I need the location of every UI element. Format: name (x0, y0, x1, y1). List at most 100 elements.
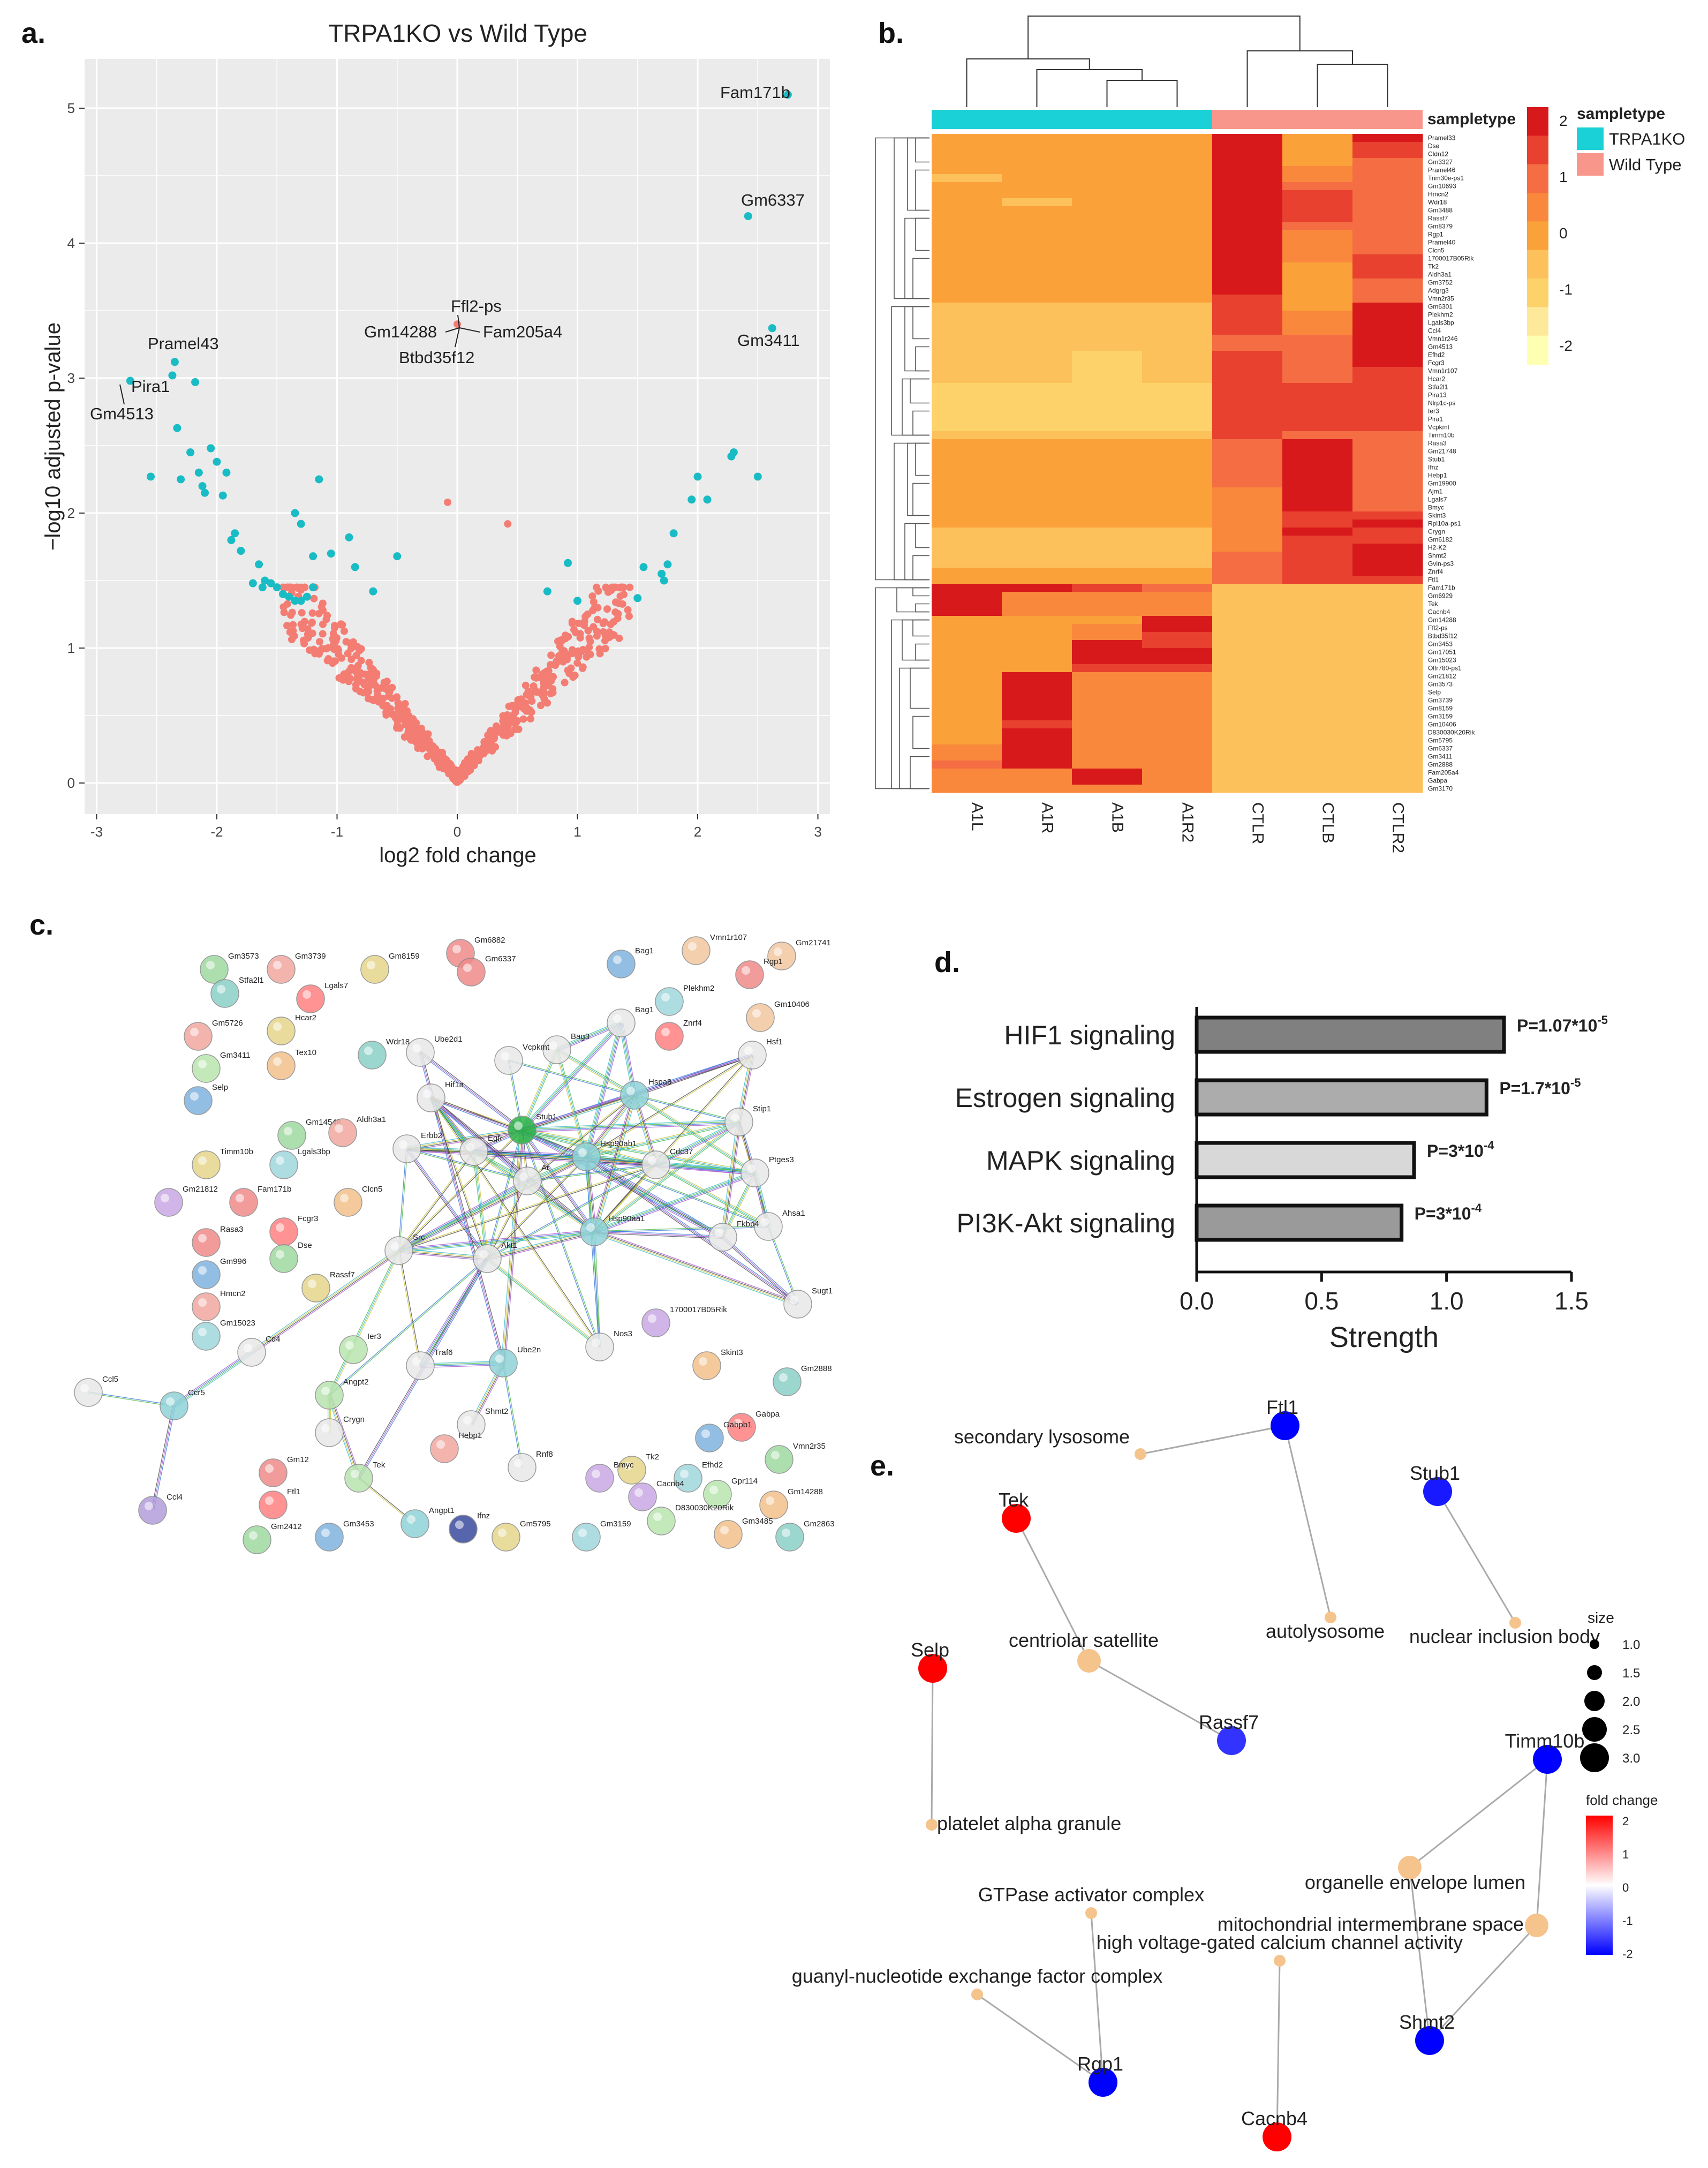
heatmap-cell (1212, 777, 1283, 785)
volcano-point (593, 615, 601, 623)
fc-legend-label: 2 (1622, 1815, 1629, 1828)
heatmap-row-label: Gm3170 (1428, 785, 1453, 793)
heatmap-cell (1072, 712, 1143, 721)
heatmap-cell (1352, 648, 1423, 657)
network-edge (556, 1050, 634, 1097)
network-edge (593, 1120, 738, 1231)
heatmap-cell (1072, 303, 1143, 311)
heatmap-cell (1352, 544, 1423, 552)
heatmap-cell (1212, 311, 1283, 319)
heatmap-row-label: Gm3739 (1428, 697, 1453, 704)
volcano-point (354, 661, 362, 669)
volcano-point-significant (227, 536, 236, 544)
heatmap-cell (1002, 696, 1072, 705)
heatmap-row-label: Lgals3bp (1428, 319, 1454, 327)
heatmap-cell (1212, 528, 1283, 536)
network-node-label: Gm6882 (474, 936, 505, 945)
network-node-highlight (648, 1314, 656, 1323)
heatmap-row-label: Gm15023 (1428, 657, 1456, 664)
network-node (682, 936, 711, 965)
network-node-highlight (549, 1041, 557, 1050)
heatmap-cell (1282, 455, 1353, 464)
network-node-highlight (391, 1242, 399, 1251)
heatmap-cell (1002, 712, 1072, 721)
bar-chart-xlabel: Strength (1329, 1321, 1439, 1353)
heatmap-row-label: Ier3 (1428, 408, 1439, 415)
network-node-highlight (273, 961, 282, 969)
fc-legend-label: 1 (1622, 1848, 1629, 1861)
network-node (585, 1464, 614, 1493)
heatmap-cell (1282, 704, 1353, 713)
enrichment-bar (1195, 1203, 1404, 1242)
volcano-point (573, 659, 581, 667)
heatmap-cell (1072, 198, 1143, 207)
network-node-highlight (514, 1121, 523, 1130)
volcano-point-significant (218, 491, 227, 500)
heatmap-cell (1142, 206, 1213, 215)
network-node (783, 1290, 812, 1319)
heatmap-cell (1212, 423, 1283, 432)
heatmap: Pramel33DseCldn12Gm3327Pramel46Trim30e-p… (875, 16, 1685, 853)
heatmap-cell (1282, 134, 1353, 142)
heatmap-cells (932, 134, 1423, 793)
volcano-point (526, 706, 534, 714)
volcano-ticks: -3 -2 -1 0 1 2 3 0 1 2 3 4 5 (67, 100, 822, 840)
heatmap-cell (1002, 560, 1072, 568)
size-legend-label: 1.0 (1622, 1638, 1640, 1652)
network-edge (399, 1181, 528, 1252)
heatmap-cell (1282, 407, 1353, 416)
heatmap-cell (932, 511, 1002, 520)
heatmap-cell (1212, 479, 1283, 488)
network-edge (593, 1054, 752, 1232)
pvalue-mantissa: P=1.7*10 (1499, 1079, 1570, 1098)
heatmap-cell (1072, 463, 1143, 472)
network-node-highlight (779, 1373, 788, 1382)
network-node-label: Egfr (488, 1134, 503, 1143)
volcano-point (382, 708, 390, 716)
network-node-highlight (249, 1531, 258, 1540)
scale-band (1527, 221, 1548, 251)
heatmap-cell (1072, 761, 1143, 769)
network-node-highlight (519, 1172, 528, 1181)
heatmap-cell (1002, 656, 1072, 665)
pvalue-mantissa: P=3*10 (1427, 1141, 1484, 1161)
network-node-label: Stip1 (753, 1104, 771, 1113)
network-node-label: Ccl4 (167, 1493, 183, 1502)
scale-band (1527, 136, 1548, 165)
network-edge (486, 1259, 599, 1349)
heatmap-cell (1352, 736, 1423, 745)
heatmap-cell (1002, 728, 1072, 737)
network-edge (330, 1394, 361, 1478)
network-edge (656, 1163, 769, 1226)
heatmap-cell (1352, 303, 1423, 311)
network-node (655, 987, 684, 1016)
volcano-point (412, 719, 420, 727)
heatmap-cell (1142, 351, 1213, 359)
heatmap-cell (1002, 214, 1072, 223)
network-edge (594, 1230, 723, 1237)
volcano-point (454, 770, 462, 778)
heatmap-cell (1352, 511, 1423, 520)
heatmap-cell (1282, 230, 1353, 239)
heatmap-cell (1072, 254, 1143, 263)
heatmap-cell (1212, 431, 1283, 440)
network-node-label: Vcpkmt (523, 1043, 550, 1052)
network-node-highlight (720, 1526, 729, 1534)
volcano-point (526, 692, 534, 701)
volcano-point (329, 659, 337, 667)
row-dendrogram-branch (907, 442, 929, 516)
row-dendrogram-branch (904, 523, 929, 581)
volcano-point-significant (291, 597, 299, 605)
size-legend-dot (1582, 1717, 1607, 1742)
volcano-point (288, 636, 296, 644)
heatmap-cell (1282, 632, 1353, 641)
network-node-highlight (321, 1529, 330, 1537)
network-node (759, 1490, 788, 1519)
network-node (607, 1008, 636, 1037)
legend-swatch-wild-type (1577, 153, 1604, 176)
heatmap-cell (1142, 447, 1213, 456)
volcano-point (585, 634, 593, 642)
row-dendrogram-branch (912, 716, 929, 749)
go-term-node (1509, 1617, 1521, 1629)
network-edge (398, 1129, 522, 1251)
